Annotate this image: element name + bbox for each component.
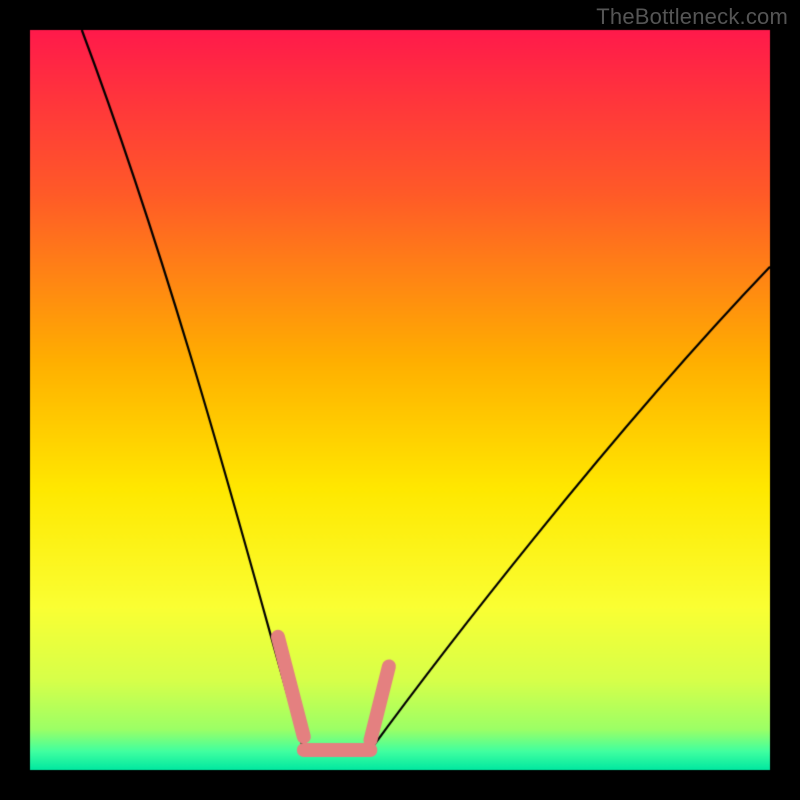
chart-stage: TheBottleneck.com bbox=[0, 0, 800, 800]
watermark-text: TheBottleneck.com bbox=[596, 4, 788, 30]
bottleneck-chart-canvas bbox=[0, 0, 800, 800]
